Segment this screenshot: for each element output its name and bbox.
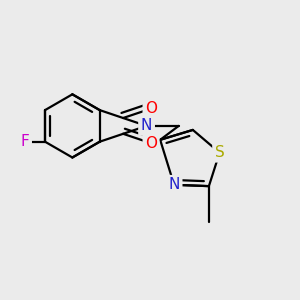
Text: N: N (167, 176, 182, 194)
Text: N: N (141, 118, 152, 134)
Text: N: N (168, 177, 180, 192)
Text: O: O (143, 134, 159, 152)
Text: O: O (145, 136, 157, 151)
Text: N: N (139, 117, 154, 135)
Text: S: S (213, 144, 226, 162)
Text: O: O (145, 101, 157, 116)
Text: O: O (143, 100, 159, 118)
Text: F: F (21, 134, 29, 149)
Text: F: F (19, 133, 31, 151)
Text: S: S (215, 145, 224, 160)
